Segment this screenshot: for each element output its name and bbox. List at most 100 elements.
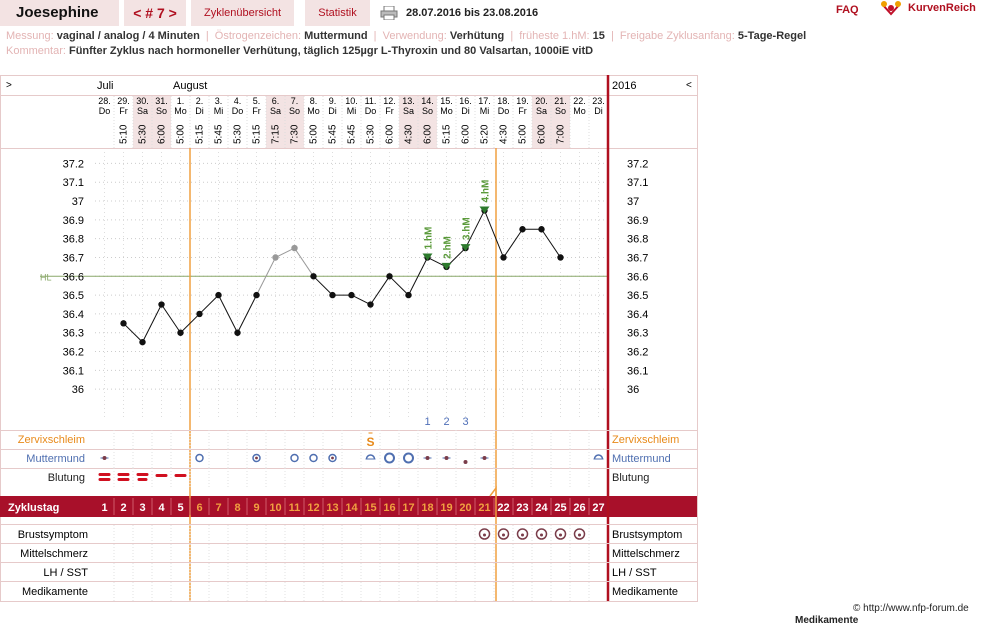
cycle-day-number: 25	[554, 502, 566, 514]
date-label: 16.	[459, 96, 472, 106]
weekend-shade	[285, 95, 304, 148]
cycle-day-number: 2	[120, 502, 126, 514]
temp-point	[348, 291, 355, 299]
weekday-label: Fr	[119, 106, 128, 116]
cycle-day-number: 21	[478, 502, 490, 514]
date-range: 28.07.2016 bis 23.08.2016	[380, 0, 538, 26]
time-label: 4:30	[404, 124, 415, 144]
measurement-value: vaginal / analog / 4 Minuten	[56, 30, 200, 42]
temp-segment	[161, 304, 181, 334]
printer-icon[interactable]	[380, 6, 398, 20]
temp-point	[253, 291, 260, 299]
bottom-row-label-right: Medikamente	[612, 586, 678, 598]
chart-frame	[0, 75, 698, 602]
high-marker	[422, 253, 433, 261]
date-label: 20.	[535, 96, 548, 106]
y-tick-right: 36.4	[627, 309, 648, 321]
bottom-row-label: LH / SST	[43, 567, 88, 579]
temp-segment	[465, 210, 485, 249]
release-value: 5-Tage-Regel	[737, 30, 807, 42]
temp-point	[367, 301, 374, 308]
breast-mark	[478, 528, 491, 540]
temp-point	[196, 310, 203, 318]
time-label: 5:45	[328, 124, 339, 144]
helper-line-label: HL	[40, 272, 52, 282]
date-label: 7.	[291, 96, 299, 106]
cycle-day-number: 22	[497, 502, 509, 514]
weekday-label: Di	[594, 106, 603, 116]
y-tick-right: 36.6	[627, 271, 648, 283]
time-label: 6:00	[157, 124, 168, 144]
time-label: 6:00	[537, 124, 548, 144]
cycle-day-number: 19	[440, 502, 452, 514]
high-count-label: 3	[462, 416, 468, 428]
tab-statistics[interactable]: Statistik	[305, 0, 370, 26]
date-label: 18.	[497, 96, 510, 106]
brand-logo[interactable]: KurvenReich	[880, 1, 976, 16]
high-marker-label: 2.hM	[443, 236, 454, 259]
weekend-shade	[266, 95, 285, 148]
date-label: 13.	[402, 96, 415, 106]
high-marker	[441, 262, 452, 270]
weekday-label: Mo	[307, 106, 320, 116]
time-label: 6:00	[423, 124, 434, 144]
temp-segment	[370, 276, 390, 305]
cervix-mark-dot	[482, 456, 487, 460]
cycle-day-number: 5	[177, 502, 183, 514]
temp-point	[291, 244, 298, 252]
date-label: 19.	[516, 96, 529, 106]
bleeding-mark	[136, 473, 149, 476]
peak-symbol: S	[366, 435, 374, 449]
y-tick-right: 36.2	[627, 347, 648, 359]
usage-label: Verwendung:	[382, 30, 447, 42]
cervix-mark	[403, 452, 414, 464]
weekday-label: Fr	[385, 106, 394, 116]
cervix-mark	[328, 453, 337, 463]
cycle-day-band-right	[608, 496, 697, 517]
bleeding-mark	[117, 478, 130, 481]
time-label: 5:30	[366, 124, 377, 144]
weekday-label: Fr	[518, 106, 527, 116]
temp-point	[158, 301, 165, 308]
weekday-label: Di	[461, 106, 470, 116]
temp-point	[120, 320, 127, 327]
cycle-day-number: 13	[326, 502, 338, 514]
nav-next-button[interactable]: <	[686, 80, 692, 91]
date-label: 10.	[345, 96, 358, 106]
time-label: 5:30	[138, 124, 149, 144]
month-label: August	[173, 80, 207, 92]
temp-point	[519, 226, 526, 233]
weekday-label: Mi	[347, 106, 357, 116]
faq-link[interactable]: FAQ	[836, 4, 859, 16]
y-tick-right: 36.5	[627, 290, 648, 302]
cycle-day-number: 10	[269, 502, 281, 514]
weekend-shade	[399, 95, 418, 148]
cervix-mark	[252, 453, 261, 463]
cervix-mark	[365, 454, 376, 460]
temp-point	[329, 291, 336, 299]
user-name: Joesephine	[0, 0, 119, 26]
cervix-mark-dot	[255, 456, 258, 460]
temp-segment	[142, 304, 162, 343]
y-tick-left: 36.8	[63, 234, 84, 246]
tab-cycle-overview[interactable]: Zyklenübersicht	[191, 0, 294, 26]
weekday-label: Mo	[440, 106, 453, 116]
y-tick-right: 36.1	[627, 365, 648, 377]
temp-segment	[351, 294, 371, 305]
high-count-label: 1	[424, 416, 430, 428]
cycle-day-number: 12	[307, 502, 319, 514]
nav-prev-button[interactable]: >	[6, 80, 12, 91]
cycle-navigator[interactable]: < # 7 >	[124, 0, 186, 26]
temp-point	[386, 273, 393, 280]
bottom-row-label: Medikamente	[22, 586, 88, 598]
temp-point	[405, 291, 412, 299]
high-marker	[460, 244, 471, 252]
cycle-day-number: 24	[535, 502, 548, 514]
high-marker-label: 1.hM	[424, 227, 435, 250]
comment-info: Kommentar: Fünfter Zyklus nach hormonell…	[6, 45, 593, 57]
temp-segment	[218, 294, 238, 333]
temp-segment	[275, 247, 295, 258]
time-label: 5:45	[214, 124, 225, 144]
usage-value: Verhütung	[449, 30, 505, 42]
weekday-label: Do	[498, 106, 510, 116]
